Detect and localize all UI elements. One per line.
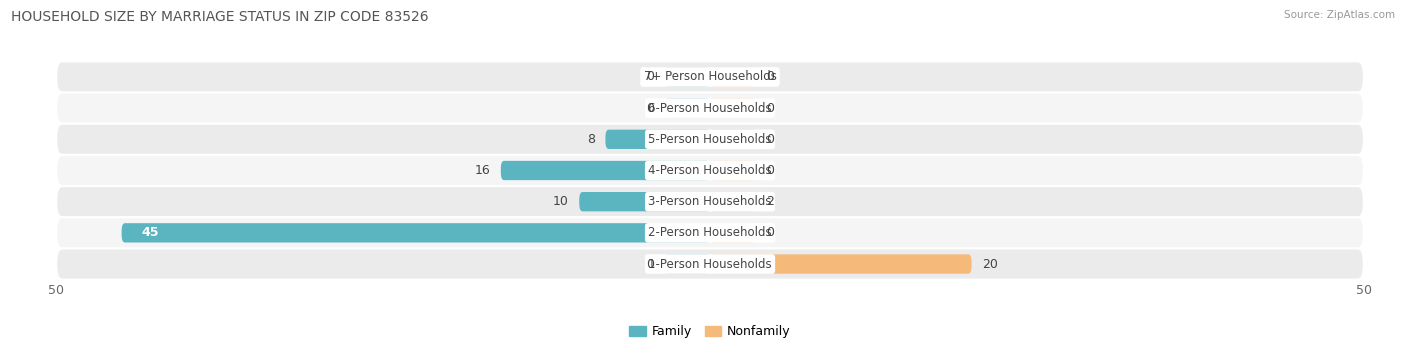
Text: 45: 45 [141, 226, 159, 239]
FancyBboxPatch shape [710, 223, 756, 242]
FancyBboxPatch shape [606, 130, 710, 149]
Text: 7+ Person Households: 7+ Person Households [644, 71, 776, 84]
FancyBboxPatch shape [710, 67, 756, 87]
Text: 8: 8 [586, 133, 595, 146]
FancyBboxPatch shape [501, 161, 710, 180]
FancyBboxPatch shape [710, 99, 756, 118]
FancyBboxPatch shape [710, 130, 756, 149]
FancyBboxPatch shape [56, 186, 1364, 217]
Legend: Family, Nonfamily: Family, Nonfamily [624, 320, 796, 341]
FancyBboxPatch shape [56, 249, 1364, 280]
Text: 0: 0 [766, 133, 775, 146]
Text: 10: 10 [553, 195, 569, 208]
Text: 0: 0 [766, 71, 775, 84]
FancyBboxPatch shape [710, 192, 756, 211]
Text: 2-Person Households: 2-Person Households [648, 226, 772, 239]
FancyBboxPatch shape [56, 124, 1364, 155]
Text: HOUSEHOLD SIZE BY MARRIAGE STATUS IN ZIP CODE 83526: HOUSEHOLD SIZE BY MARRIAGE STATUS IN ZIP… [11, 10, 429, 24]
FancyBboxPatch shape [664, 254, 710, 274]
Text: 20: 20 [981, 257, 998, 270]
FancyBboxPatch shape [664, 67, 710, 87]
Text: 0: 0 [645, 257, 654, 270]
FancyBboxPatch shape [56, 155, 1364, 186]
FancyBboxPatch shape [664, 99, 710, 118]
Text: Source: ZipAtlas.com: Source: ZipAtlas.com [1284, 10, 1395, 20]
FancyBboxPatch shape [56, 217, 1364, 249]
Text: 0: 0 [645, 71, 654, 84]
FancyBboxPatch shape [710, 254, 972, 274]
Text: 1-Person Households: 1-Person Households [648, 257, 772, 270]
Text: 0: 0 [766, 102, 775, 115]
FancyBboxPatch shape [56, 92, 1364, 124]
FancyBboxPatch shape [122, 223, 710, 242]
Text: 3-Person Households: 3-Person Households [648, 195, 772, 208]
Text: 16: 16 [475, 164, 491, 177]
FancyBboxPatch shape [579, 192, 710, 211]
FancyBboxPatch shape [710, 161, 756, 180]
Text: 0: 0 [645, 102, 654, 115]
Text: 2: 2 [766, 195, 775, 208]
Text: 4-Person Households: 4-Person Households [648, 164, 772, 177]
Text: 0: 0 [766, 164, 775, 177]
Text: 6-Person Households: 6-Person Households [648, 102, 772, 115]
Text: 0: 0 [766, 226, 775, 239]
FancyBboxPatch shape [56, 61, 1364, 92]
Text: 5-Person Households: 5-Person Households [648, 133, 772, 146]
